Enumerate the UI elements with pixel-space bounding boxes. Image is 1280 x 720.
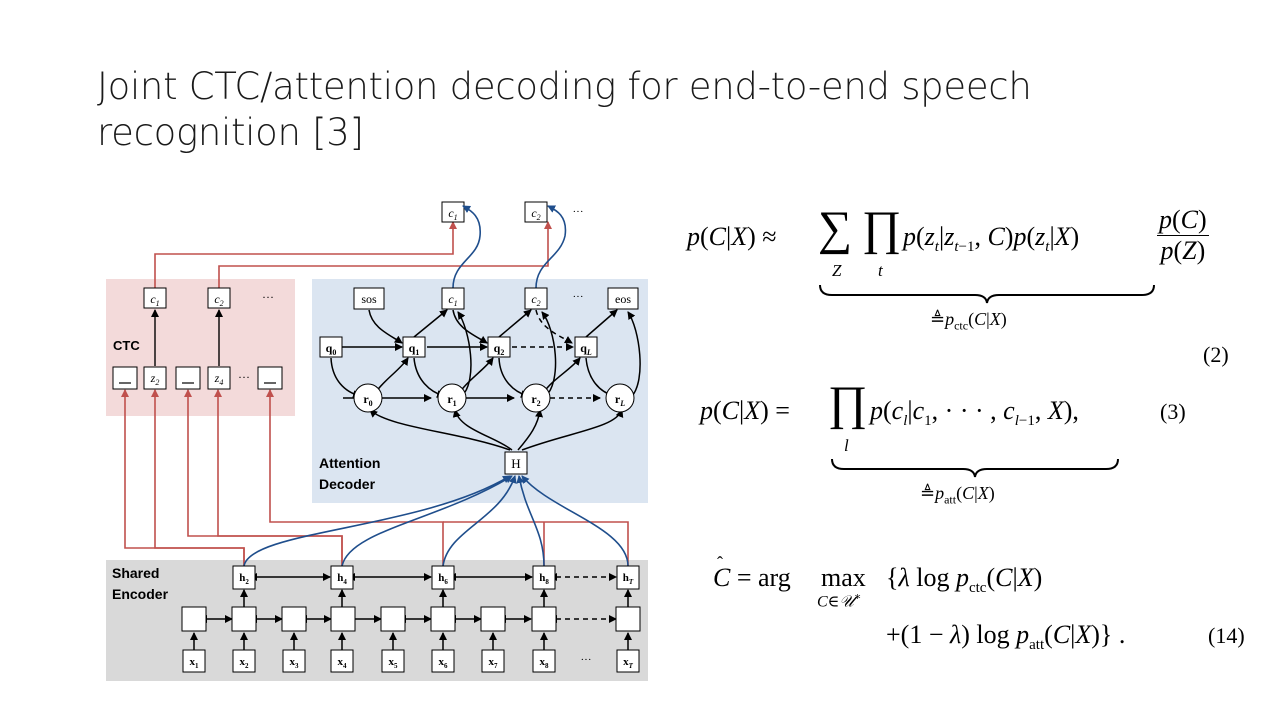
eq3-product-terms: p(cl|c1, · · · , cl−1, X), xyxy=(870,396,1079,430)
title-line-1: Joint CTC/attention decoding for end-to-… xyxy=(97,65,1032,108)
ctc-state-z4: z4 xyxy=(214,371,224,387)
encoder-to-H-connections xyxy=(243,475,629,567)
input-x8: x8 xyxy=(540,656,550,670)
decoder-query-q0: q0 xyxy=(326,341,337,357)
encoder-h6: h6 xyxy=(438,572,448,586)
svg-text:···: ··· xyxy=(238,370,250,384)
eq2-sum-index: Z xyxy=(832,261,842,280)
eq3-prod-index: l xyxy=(844,436,849,455)
equation-14-line-2: +(1 − λ) log patt(C|X)} . xyxy=(886,620,1126,654)
decoder-query-qL: qL xyxy=(580,341,592,357)
top-output-c1: c1 xyxy=(448,206,457,222)
encoder-h4: h4 xyxy=(337,572,347,586)
input-x7: x7 xyxy=(489,656,499,670)
ctc-state-row: z2 z4 ··· xyxy=(112,366,283,390)
attention-label-1: Attention xyxy=(319,455,380,471)
eq2-brace-label: ≜pctc(C|X) xyxy=(930,309,1007,333)
eq2-prod-index: t xyxy=(878,261,883,280)
eq14-number: (14) xyxy=(1208,623,1245,648)
ctc-label: CTC xyxy=(113,338,140,353)
top-output-ellipsis: ··· xyxy=(573,206,584,218)
eq3-number: (3) xyxy=(1160,399,1186,424)
slide-title: Joint CTC/attention decoding for end-to-… xyxy=(97,64,1097,156)
ctc-output-c1: c1 xyxy=(150,292,159,308)
title-line-2: recognition [3] xyxy=(97,111,364,154)
eq2-number: (2) xyxy=(1203,342,1229,367)
equation-2: p(C|X) ≈ xyxy=(687,222,777,251)
decoder-query-row: q0 q1 q2 qL xyxy=(319,336,598,358)
input-row: x1 x2 x3 x4 x5 x6 x7 x8 ··· xT xyxy=(182,649,640,673)
encoder-label-2: Encoder xyxy=(112,586,169,602)
eq2-product-terms: p(zt|zt−1, C)p(zt|X) xyxy=(903,222,1080,256)
decoder-context-rL: rL xyxy=(615,392,625,408)
decoder-output-c2: c2 xyxy=(531,292,540,308)
encoder-blstm-row xyxy=(181,606,641,632)
ctc-state-z2: z2 xyxy=(150,371,160,387)
decoder-context-r2: r2 xyxy=(531,392,540,408)
eq3-prod-symbol: ∏ xyxy=(828,377,868,430)
top-output-row: c1 c2 ··· xyxy=(441,201,584,223)
ctc-output-ellipsis: ··· xyxy=(262,290,274,304)
equation-3: p(C|X) = xyxy=(700,396,790,425)
decoder-context-row: r0 r1 r2 rL xyxy=(353,383,635,413)
top-output-c2: c2 xyxy=(531,206,540,222)
decoder-context-r0: r0 xyxy=(363,392,372,408)
eq14-term-1: {λ log pctc(C|X) xyxy=(886,563,1043,597)
eq2-prod-symbol: ∏ xyxy=(862,202,902,255)
encoder-label-1: Shared xyxy=(112,565,159,581)
ctc-connections xyxy=(121,221,629,567)
decoder-context-r1: r1 xyxy=(447,392,456,408)
input-x5: x5 xyxy=(389,656,399,670)
encoder-h8: h8 xyxy=(539,572,549,586)
eq3-brace-label: ≜patt(C|X) xyxy=(920,483,995,507)
input-x2: x2 xyxy=(240,656,250,670)
eq2-underbrace xyxy=(819,284,1155,304)
decoder-output-row: sos c1 c2 ··· eos xyxy=(353,287,639,310)
input-x1: x1 xyxy=(190,656,200,670)
svg-text:···: ··· xyxy=(573,291,584,303)
decoder-output-sos: sos xyxy=(361,292,377,306)
input-x3: x3 xyxy=(290,656,300,670)
attention-to-output-connections xyxy=(452,205,567,289)
eq3-underbrace xyxy=(831,458,1119,478)
input-xT: xT xyxy=(623,656,634,670)
ctc-region xyxy=(106,279,295,416)
decoder-output-eos: eos xyxy=(615,292,631,306)
ctc-output-c2: c2 xyxy=(214,292,223,308)
eq14-max-subscript: C∈𝒰∗ xyxy=(817,591,862,611)
ctc-output-row: c1 c2 ··· xyxy=(143,287,274,309)
input-x6: x6 xyxy=(439,656,449,670)
hidden-H: H xyxy=(511,456,520,471)
input-x4: x4 xyxy=(338,656,348,670)
input-ellipsis: ··· xyxy=(581,654,592,666)
encoder-hT: hT xyxy=(623,572,634,586)
decoder-query-q1: q1 xyxy=(409,341,420,357)
eq2-fraction: p(C) p(Z) xyxy=(1157,205,1209,265)
eq14-max: max xyxy=(821,563,866,592)
decoder-query-q2: q2 xyxy=(494,341,505,357)
encoder-h2: h2 xyxy=(239,572,249,586)
eq2-sum-symbol: ∑ xyxy=(818,202,853,255)
decoder-output-c1: c1 xyxy=(448,292,457,308)
encoder-h-row: h2 h4 h6 h8 hT xyxy=(232,565,640,590)
attention-label-2: Decoder xyxy=(319,476,376,492)
